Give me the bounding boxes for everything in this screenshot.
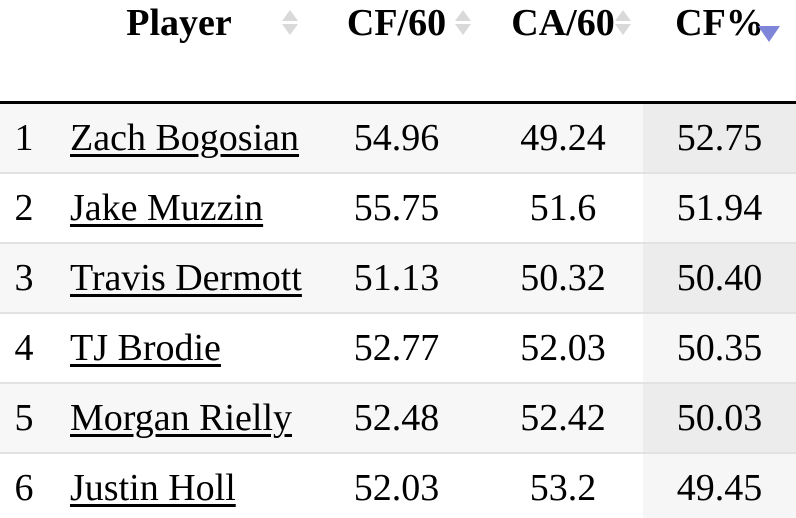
cell-rank: 4: [0, 313, 48, 384]
col-header-ca60-label: CA/60: [511, 2, 615, 44]
sort-neutral-icon[interactable]: [455, 10, 471, 35]
cell-player: Zach Bogosian: [48, 102, 310, 174]
player-link[interactable]: Justin Holl: [70, 467, 236, 509]
cell-cfpct: 51.94: [643, 173, 796, 244]
sort-neutral-icon[interactable]: [282, 10, 298, 35]
header-row: Player CF/60 CA/60: [0, 0, 796, 104]
col-header-player-label: Player: [126, 2, 232, 44]
cell-cf60: 54.96: [310, 102, 483, 174]
cell-rank: 2: [0, 173, 48, 244]
cell-cfpct: 52.75: [643, 102, 796, 174]
table-row: 4 TJ Brodie 52.77 52.03 50.35: [0, 313, 796, 384]
player-link[interactable]: Travis Dermott: [70, 257, 302, 299]
table-header: Player CF/60 CA/60: [0, 0, 796, 104]
cell-rank: 1: [0, 102, 48, 174]
cell-player: TJ Brodie: [48, 313, 310, 384]
player-link[interactable]: TJ Brodie: [70, 327, 221, 369]
col-header-player[interactable]: Player: [48, 0, 310, 104]
sort-descending-icon[interactable]: [758, 26, 780, 42]
table-row: 3 Travis Dermott 51.13 50.32 50.40: [0, 243, 796, 314]
cell-cf60: 52.48: [310, 383, 483, 454]
cell-rank: 3: [0, 243, 48, 314]
cell-cfpct: 50.35: [643, 313, 796, 384]
cell-player: Jake Muzzin: [48, 173, 310, 244]
cell-ca60: 52.03: [483, 313, 643, 384]
table-body: 1 Zach Bogosian 54.96 49.24 52.75 2 Jake Muzzi…: [0, 102, 796, 518]
player-link[interactable]: Zach Bogosian: [70, 117, 300, 159]
sort-up-icon: [455, 10, 471, 21]
table-row: 5 Morgan Rielly 52.48 52.42 50.03: [0, 383, 796, 454]
sort-down-icon: [455, 24, 471, 35]
cell-ca60: 52.42: [483, 383, 643, 454]
cell-player: Morgan Rielly: [48, 383, 310, 454]
col-header-cfpct-label: CF%: [675, 2, 764, 44]
cell-rank: 6: [0, 453, 48, 518]
cell-ca60: 49.24: [483, 102, 643, 174]
player-link[interactable]: Morgan Rielly: [70, 397, 293, 439]
sort-down-icon: [615, 24, 631, 35]
cell-ca60: 50.32: [483, 243, 643, 314]
cell-ca60: 53.2: [483, 453, 643, 518]
cell-cfpct: 50.03: [643, 383, 796, 454]
cell-player: Travis Dermott: [48, 243, 310, 314]
cell-rank: 5: [0, 383, 48, 454]
cell-cf60: 52.03: [310, 453, 483, 518]
col-header-cf60[interactable]: CF/60: [310, 0, 483, 104]
cell-cfpct: 49.45: [643, 453, 796, 518]
cell-cf60: 52.77: [310, 313, 483, 384]
sort-up-icon: [282, 10, 298, 21]
sort-up-icon: [615, 10, 631, 21]
table-row: 6 Justin Holl 52.03 53.2 49.45: [0, 453, 796, 518]
col-header-ca60[interactable]: CA/60: [483, 0, 643, 104]
cell-cf60: 55.75: [310, 173, 483, 244]
col-header-cfpct[interactable]: CF%: [643, 0, 796, 104]
cell-cfpct: 50.40: [643, 243, 796, 314]
sort-down-icon: [282, 24, 298, 35]
cell-ca60: 51.6: [483, 173, 643, 244]
player-link[interactable]: Jake Muzzin: [70, 187, 264, 229]
col-header-rank: [0, 0, 48, 104]
cell-player: Justin Holl: [48, 453, 310, 518]
sort-neutral-icon[interactable]: [615, 10, 631, 35]
col-header-cf60-label: CF/60: [346, 2, 447, 44]
table-row: 2 Jake Muzzin 55.75 51.6 51.94: [0, 173, 796, 244]
cell-cf60: 51.13: [310, 243, 483, 314]
table-row: 1 Zach Bogosian 54.96 49.24 52.75: [0, 102, 796, 174]
